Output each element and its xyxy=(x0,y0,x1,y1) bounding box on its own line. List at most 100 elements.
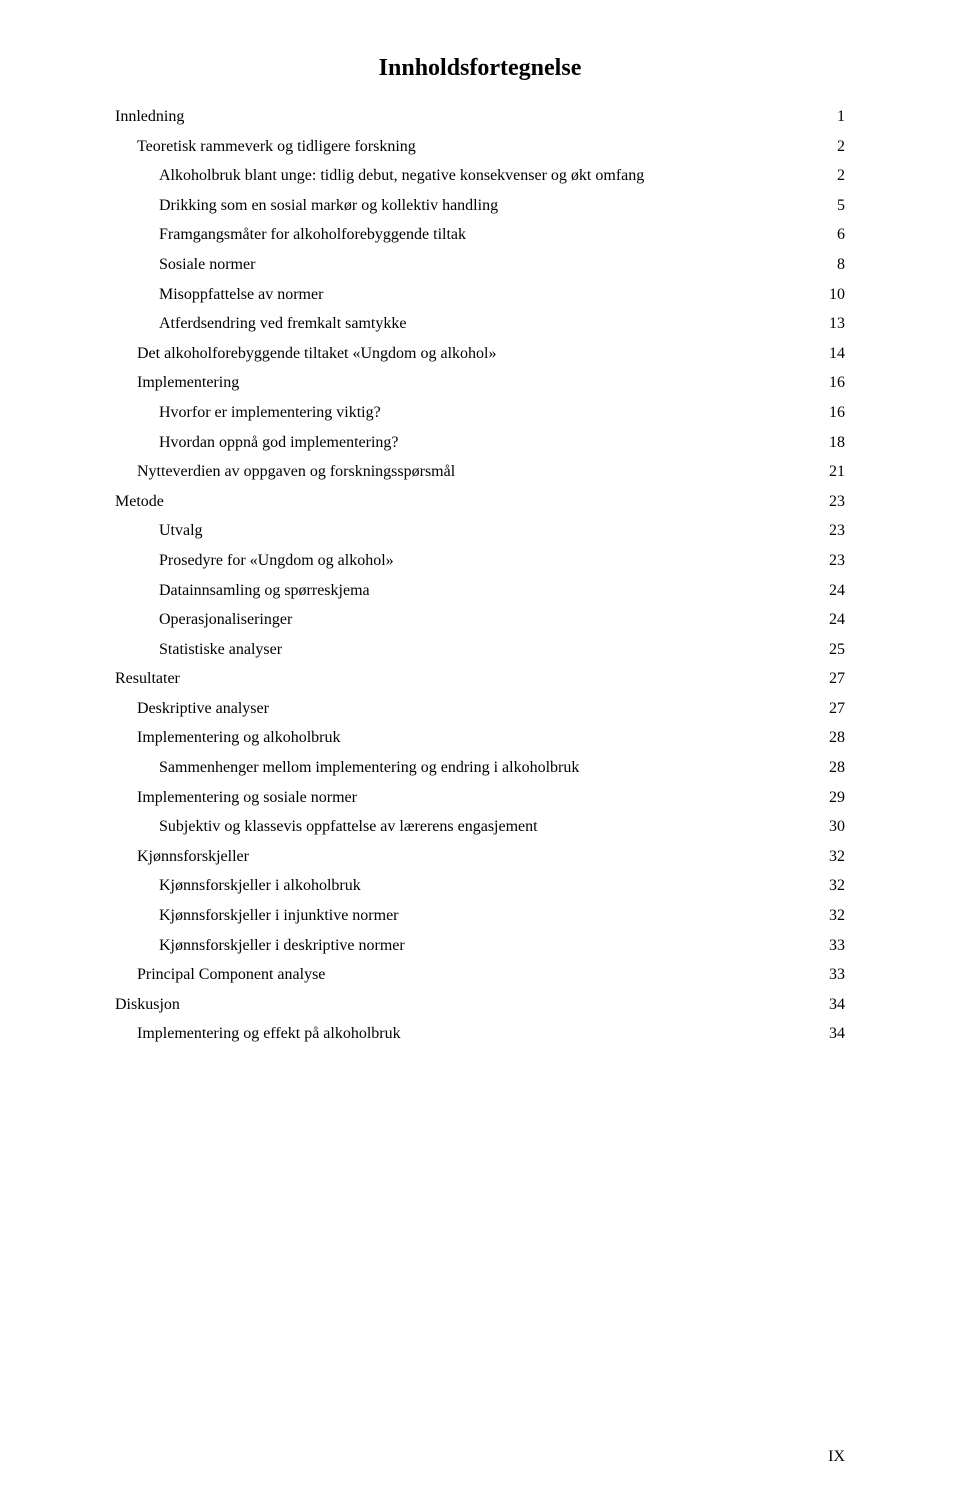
toc-entry: Datainnsamling og spørreskjema 24 xyxy=(115,576,845,606)
toc-entry: Sosiale normer 8 xyxy=(115,250,845,280)
toc-entry: Nytteverdien av oppgaven og forskningssp… xyxy=(115,457,845,487)
toc-entry-label: Kjønnsforskjeller xyxy=(137,842,249,872)
toc-entry: Hvordan oppnå god implementering? 18 xyxy=(115,428,845,458)
toc-entry-label: Det alkoholforebyggende tiltaket «Ungdom… xyxy=(137,339,496,369)
toc-entry: Sammenhenger mellom implementering og en… xyxy=(115,753,845,783)
toc-entry-page: 30 xyxy=(825,812,845,842)
toc-entry-page: 2 xyxy=(825,161,845,191)
toc-entry: Kjønnsforskjeller i deskriptive normer 33 xyxy=(115,931,845,961)
document-title: Innholdsfortegnelse xyxy=(115,55,845,82)
toc-entry-label: Diskusjon xyxy=(115,990,180,1020)
toc-entry-page: 27 xyxy=(825,664,845,694)
toc-entry: Alkoholbruk blant unge: tidlig debut, ne… xyxy=(115,161,845,191)
toc-entry-label: Implementering og sosiale normer xyxy=(137,783,357,813)
toc-entry-label: Metode xyxy=(115,487,164,517)
toc-entry-label: Statistiske analyser xyxy=(159,635,282,665)
toc-entry: Kjønnsforskjeller 32 xyxy=(115,842,845,872)
toc-entry-page: 5 xyxy=(825,191,845,221)
toc-entry-label: Teoretisk rammeverk og tidligere forskni… xyxy=(137,132,416,162)
toc-entry-page: 28 xyxy=(825,723,845,753)
toc-entry-page: 27 xyxy=(825,694,845,724)
toc-entry-label: Operasjonaliseringer xyxy=(159,605,292,635)
toc-entry: Deskriptive analyser 27 xyxy=(115,694,845,724)
toc-entry: Utvalg 23 xyxy=(115,516,845,546)
toc-entry-page: 21 xyxy=(825,457,845,487)
toc-entry-page: 29 xyxy=(825,783,845,813)
toc-entry-page: 6 xyxy=(825,220,845,250)
toc-entry: Innledning 1 xyxy=(115,102,845,132)
toc-entry-label: Principal Component analyse xyxy=(137,960,325,990)
page-number: IX xyxy=(828,1448,845,1466)
toc-entry: Kjønnsforskjeller i alkoholbruk 32 xyxy=(115,871,845,901)
toc-entry: Diskusjon 34 xyxy=(115,990,845,1020)
toc-entry-page: 32 xyxy=(825,871,845,901)
toc-entry-page: 8 xyxy=(825,250,845,280)
toc-entry-label: Nytteverdien av oppgaven og forskningssp… xyxy=(137,457,455,487)
toc-entry: Implementering og alkoholbruk 28 xyxy=(115,723,845,753)
toc-entry-label: Atferdsendring ved fremkalt samtykke xyxy=(159,309,406,339)
toc-entry-page: 33 xyxy=(825,931,845,961)
toc-entry: Implementering og sosiale normer 29 xyxy=(115,783,845,813)
toc-entry-label: Hvorfor er implementering viktig? xyxy=(159,398,381,428)
toc-entry: Resultater 27 xyxy=(115,664,845,694)
toc-entry: Hvorfor er implementering viktig? 16 xyxy=(115,398,845,428)
toc-entry-page: 33 xyxy=(825,960,845,990)
toc-entry-label: Framgangsmåter for alkoholforebyggende t… xyxy=(159,220,466,250)
toc-entry-page: 2 xyxy=(825,132,845,162)
toc-entry-label: Hvordan oppnå god implementering? xyxy=(159,428,399,458)
toc-entry-page: 24 xyxy=(825,576,845,606)
toc-entry: Implementering og effekt på alkoholbruk 3… xyxy=(115,1019,845,1049)
toc-entry-page: 34 xyxy=(825,1019,845,1049)
toc-entry-page: 34 xyxy=(825,990,845,1020)
toc-entry-page: 23 xyxy=(825,546,845,576)
toc-entry-label: Misoppfattelse av normer xyxy=(159,280,323,310)
toc-entry-page: 28 xyxy=(825,753,845,783)
toc-entry: Misoppfattelse av normer 10 xyxy=(115,280,845,310)
toc-entry: Drikking som en sosial markør og kollekt… xyxy=(115,191,845,221)
toc-entry-label: Implementering og alkoholbruk xyxy=(137,723,341,753)
toc-entry-page: 18 xyxy=(825,428,845,458)
table-of-contents: Innledning 1 Teoretisk rammeverk og tidlig… xyxy=(115,102,845,1049)
toc-entry-page: 23 xyxy=(825,487,845,517)
toc-entry-page: 25 xyxy=(825,635,845,665)
toc-entry-label: Deskriptive analyser xyxy=(137,694,269,724)
toc-entry-label: Prosedyre for «Ungdom og alkohol» xyxy=(159,546,394,576)
toc-entry-label: Drikking som en sosial markør og kollekt… xyxy=(159,191,498,221)
toc-entry-page: 1 xyxy=(825,102,845,132)
toc-entry-page: 32 xyxy=(825,901,845,931)
toc-entry-page: 14 xyxy=(825,339,845,369)
toc-entry-page: 23 xyxy=(825,516,845,546)
toc-entry-label: Datainnsamling og spørreskjema xyxy=(159,576,370,606)
toc-entry: Teoretisk rammeverk og tidligere forskni… xyxy=(115,132,845,162)
toc-entry: Subjektiv og klassevis oppfattelse av læ… xyxy=(115,812,845,842)
document-page: Innholdsfortegnelse Innledning 1 Teoretisk… xyxy=(0,0,960,1501)
toc-entry-label: Implementering xyxy=(137,368,239,398)
toc-entry-page: 16 xyxy=(825,398,845,428)
toc-entry-page: 10 xyxy=(825,280,845,310)
toc-entry-page: 24 xyxy=(825,605,845,635)
toc-entry-label: Utvalg xyxy=(159,516,203,546)
toc-entry-label: Innledning xyxy=(115,102,184,132)
toc-entry-label: Kjønnsforskjeller i injunktive normer xyxy=(159,901,399,931)
toc-entry: Framgangsmåter for alkoholforebyggende t… xyxy=(115,220,845,250)
toc-entry: Prosedyre for «Ungdom og alkohol» 23 xyxy=(115,546,845,576)
toc-entry: Principal Component analyse 33 xyxy=(115,960,845,990)
toc-entry-label: Resultater xyxy=(115,664,180,694)
toc-entry-label: Implementering og effekt på alkoholbruk xyxy=(137,1019,401,1049)
toc-entry-label: Sosiale normer xyxy=(159,250,255,280)
toc-entry-label: Kjønnsforskjeller i alkoholbruk xyxy=(159,871,361,901)
toc-entry: Operasjonaliseringer 24 xyxy=(115,605,845,635)
toc-entry: Atferdsendring ved fremkalt samtykke 13 xyxy=(115,309,845,339)
toc-entry: Implementering 16 xyxy=(115,368,845,398)
toc-entry: Det alkoholforebyggende tiltaket «Ungdom… xyxy=(115,339,845,369)
toc-entry-label: Sammenhenger mellom implementering og en… xyxy=(159,753,579,783)
toc-entry-page: 32 xyxy=(825,842,845,872)
toc-entry-label: Subjektiv og klassevis oppfattelse av læ… xyxy=(159,812,538,842)
toc-entry: Kjønnsforskjeller i injunktive normer 32 xyxy=(115,901,845,931)
toc-entry-label: Kjønnsforskjeller i deskriptive normer xyxy=(159,931,405,961)
toc-entry-page: 16 xyxy=(825,368,845,398)
toc-entry-page: 13 xyxy=(825,309,845,339)
toc-entry: Metode 23 xyxy=(115,487,845,517)
toc-entry: Statistiske analyser 25 xyxy=(115,635,845,665)
toc-entry-label: Alkoholbruk blant unge: tidlig debut, ne… xyxy=(159,161,644,191)
